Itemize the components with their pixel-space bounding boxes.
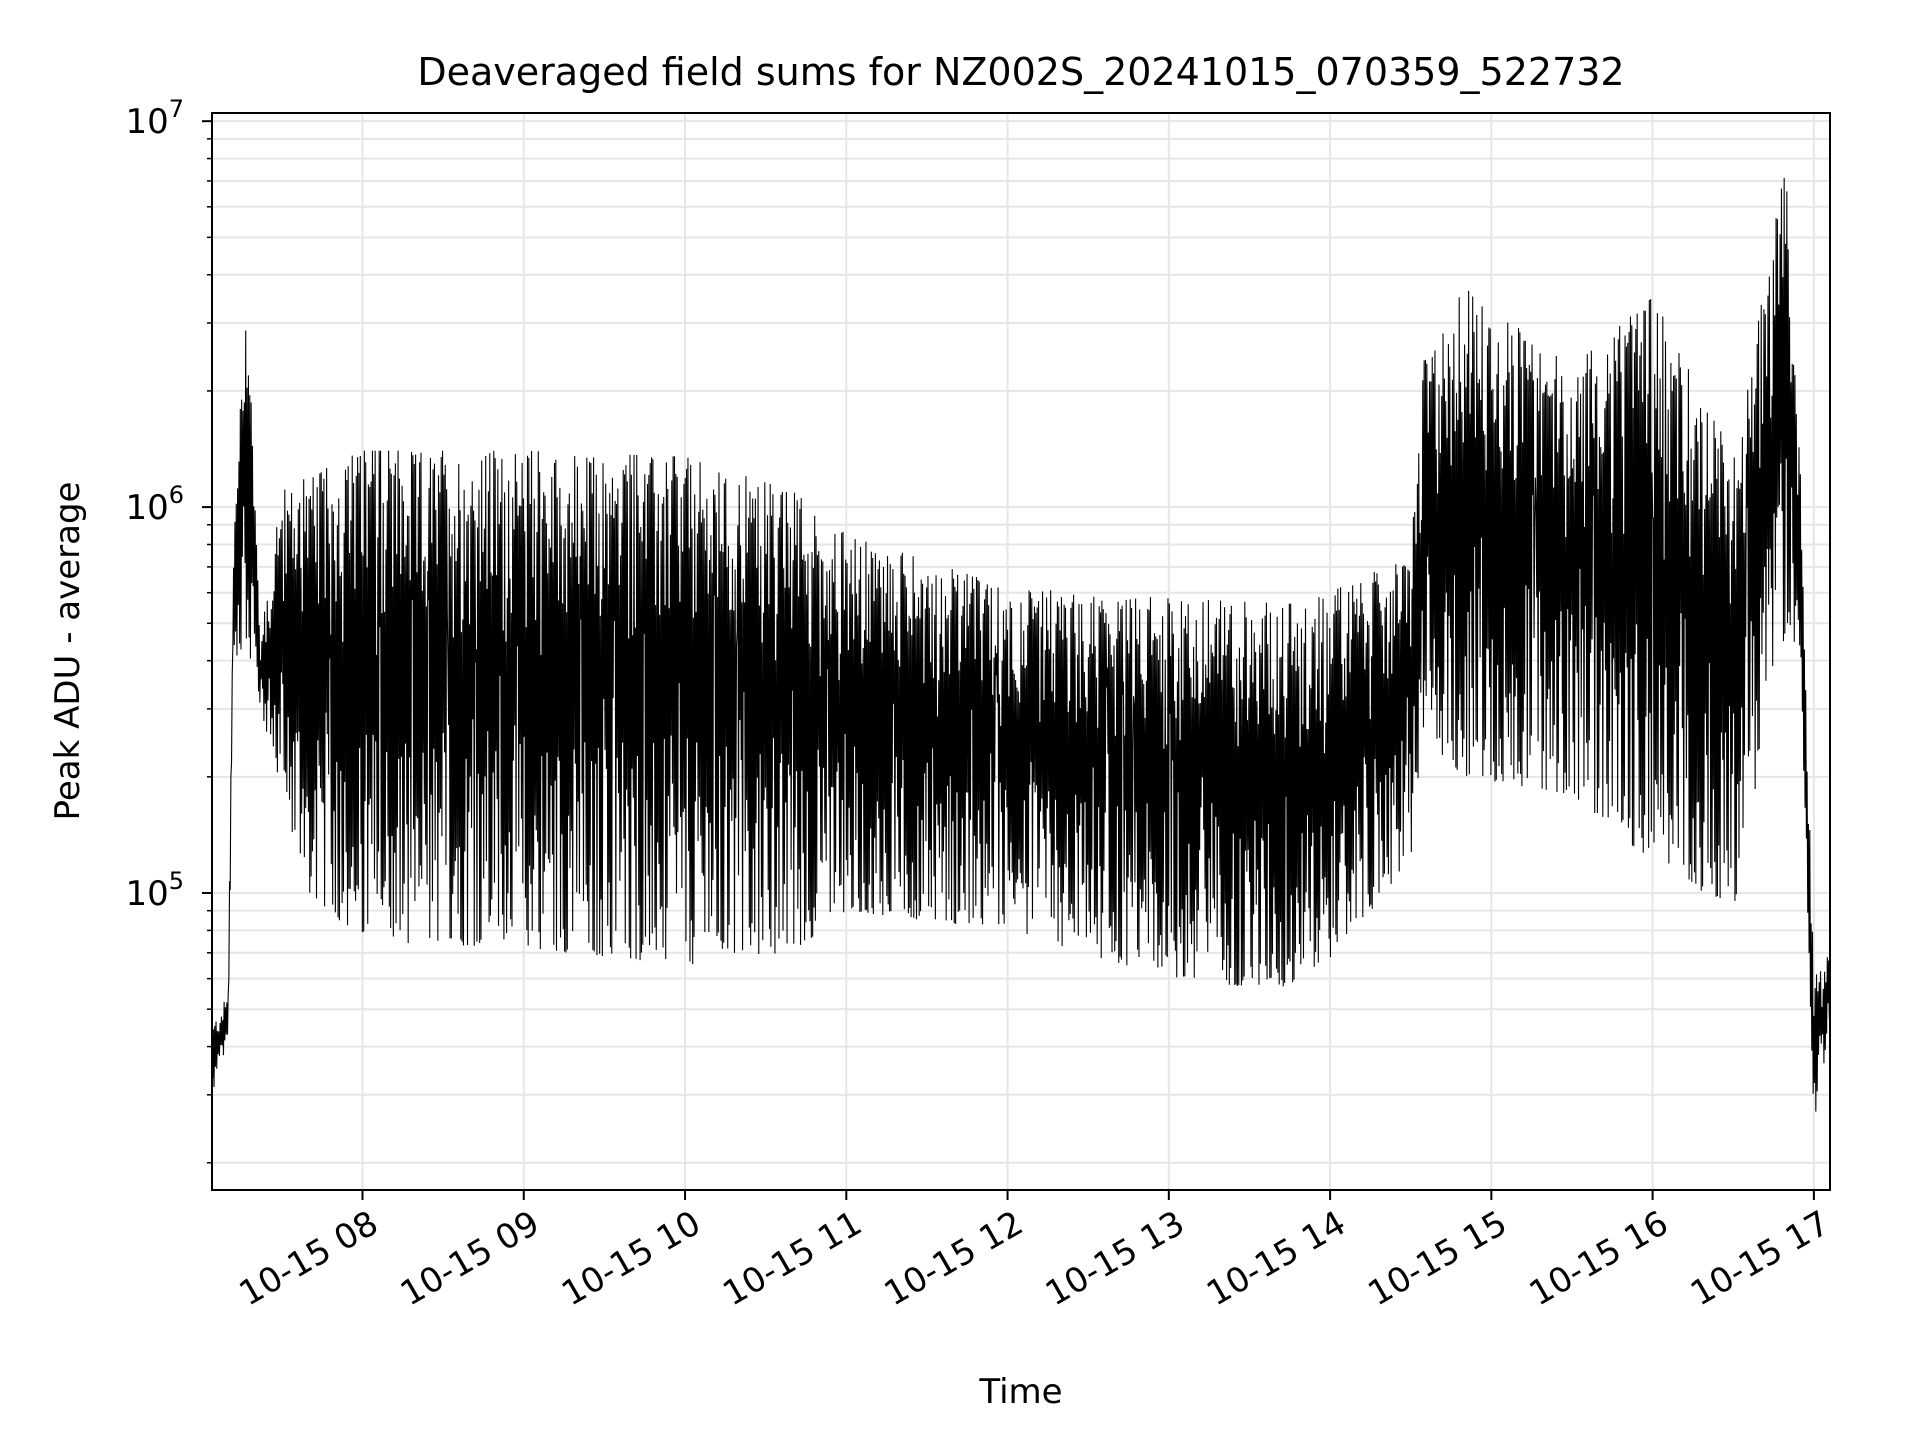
x-axis-label: Time <box>978 1372 1062 1412</box>
chart-title: Deaveraged field sums for NZ002S_2024101… <box>417 50 1624 94</box>
chart: 10-15 08 10-15 09 10-15 10 10-15 11 10-15 12… <box>0 0 1920 1440</box>
y-axis-label: Peak ADU - average <box>48 482 88 821</box>
